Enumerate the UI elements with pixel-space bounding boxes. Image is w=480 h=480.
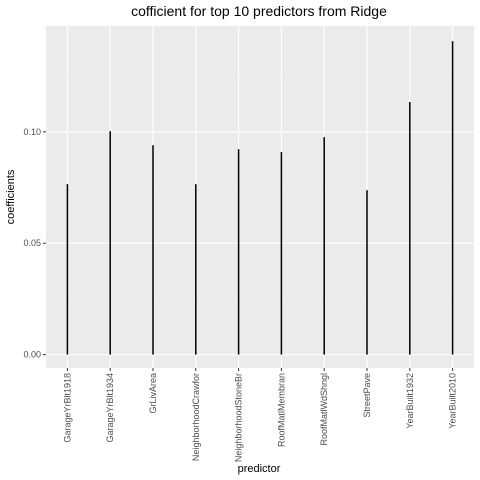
axis-ticks: 0.00 0.05 0.10 GarageYrBlt1918 GarageYrBlt19…: [23, 127, 457, 462]
x-tick-label: YearBuilt2010: [448, 373, 458, 429]
bar: [451, 41, 454, 355]
bar: [237, 149, 240, 355]
bar: [152, 145, 154, 355]
bar: [195, 184, 197, 355]
x-tick-label: GarageYrBlt1918: [62, 373, 72, 443]
y-tick-label: 0.05: [23, 238, 41, 248]
bar: [366, 190, 368, 355]
x-tick-label: GrLivArea: [148, 373, 158, 414]
bar: [280, 152, 283, 355]
bar: [409, 101, 411, 355]
y-axis-title: coefficients: [5, 169, 17, 224]
x-tick-label: NeighborhoodCrawfor: [191, 373, 201, 461]
x-tick-label: GarageYrBlt1934: [105, 373, 115, 443]
bar: [323, 137, 325, 355]
chart-title: cofficient for top 10 predictors from Ri…: [131, 3, 387, 19]
plot-panel: [46, 26, 474, 368]
y-tick-label: 0.00: [23, 350, 41, 360]
y-tick-label: 0.10: [23, 127, 41, 137]
x-tick-label: NeighborhoodStoneBr: [234, 373, 244, 462]
x-tick-label: RoofMatlWdShngl: [319, 373, 329, 446]
x-axis-title: predictor: [238, 463, 281, 475]
bar: [109, 131, 111, 355]
x-tick-label: StreetPave: [362, 373, 372, 418]
bar: [66, 184, 69, 355]
x-tick-label: RoofMatlMembran: [276, 373, 286, 447]
x-tick-label: YearBuilt1932: [405, 373, 415, 429]
panel-background: [46, 26, 474, 368]
